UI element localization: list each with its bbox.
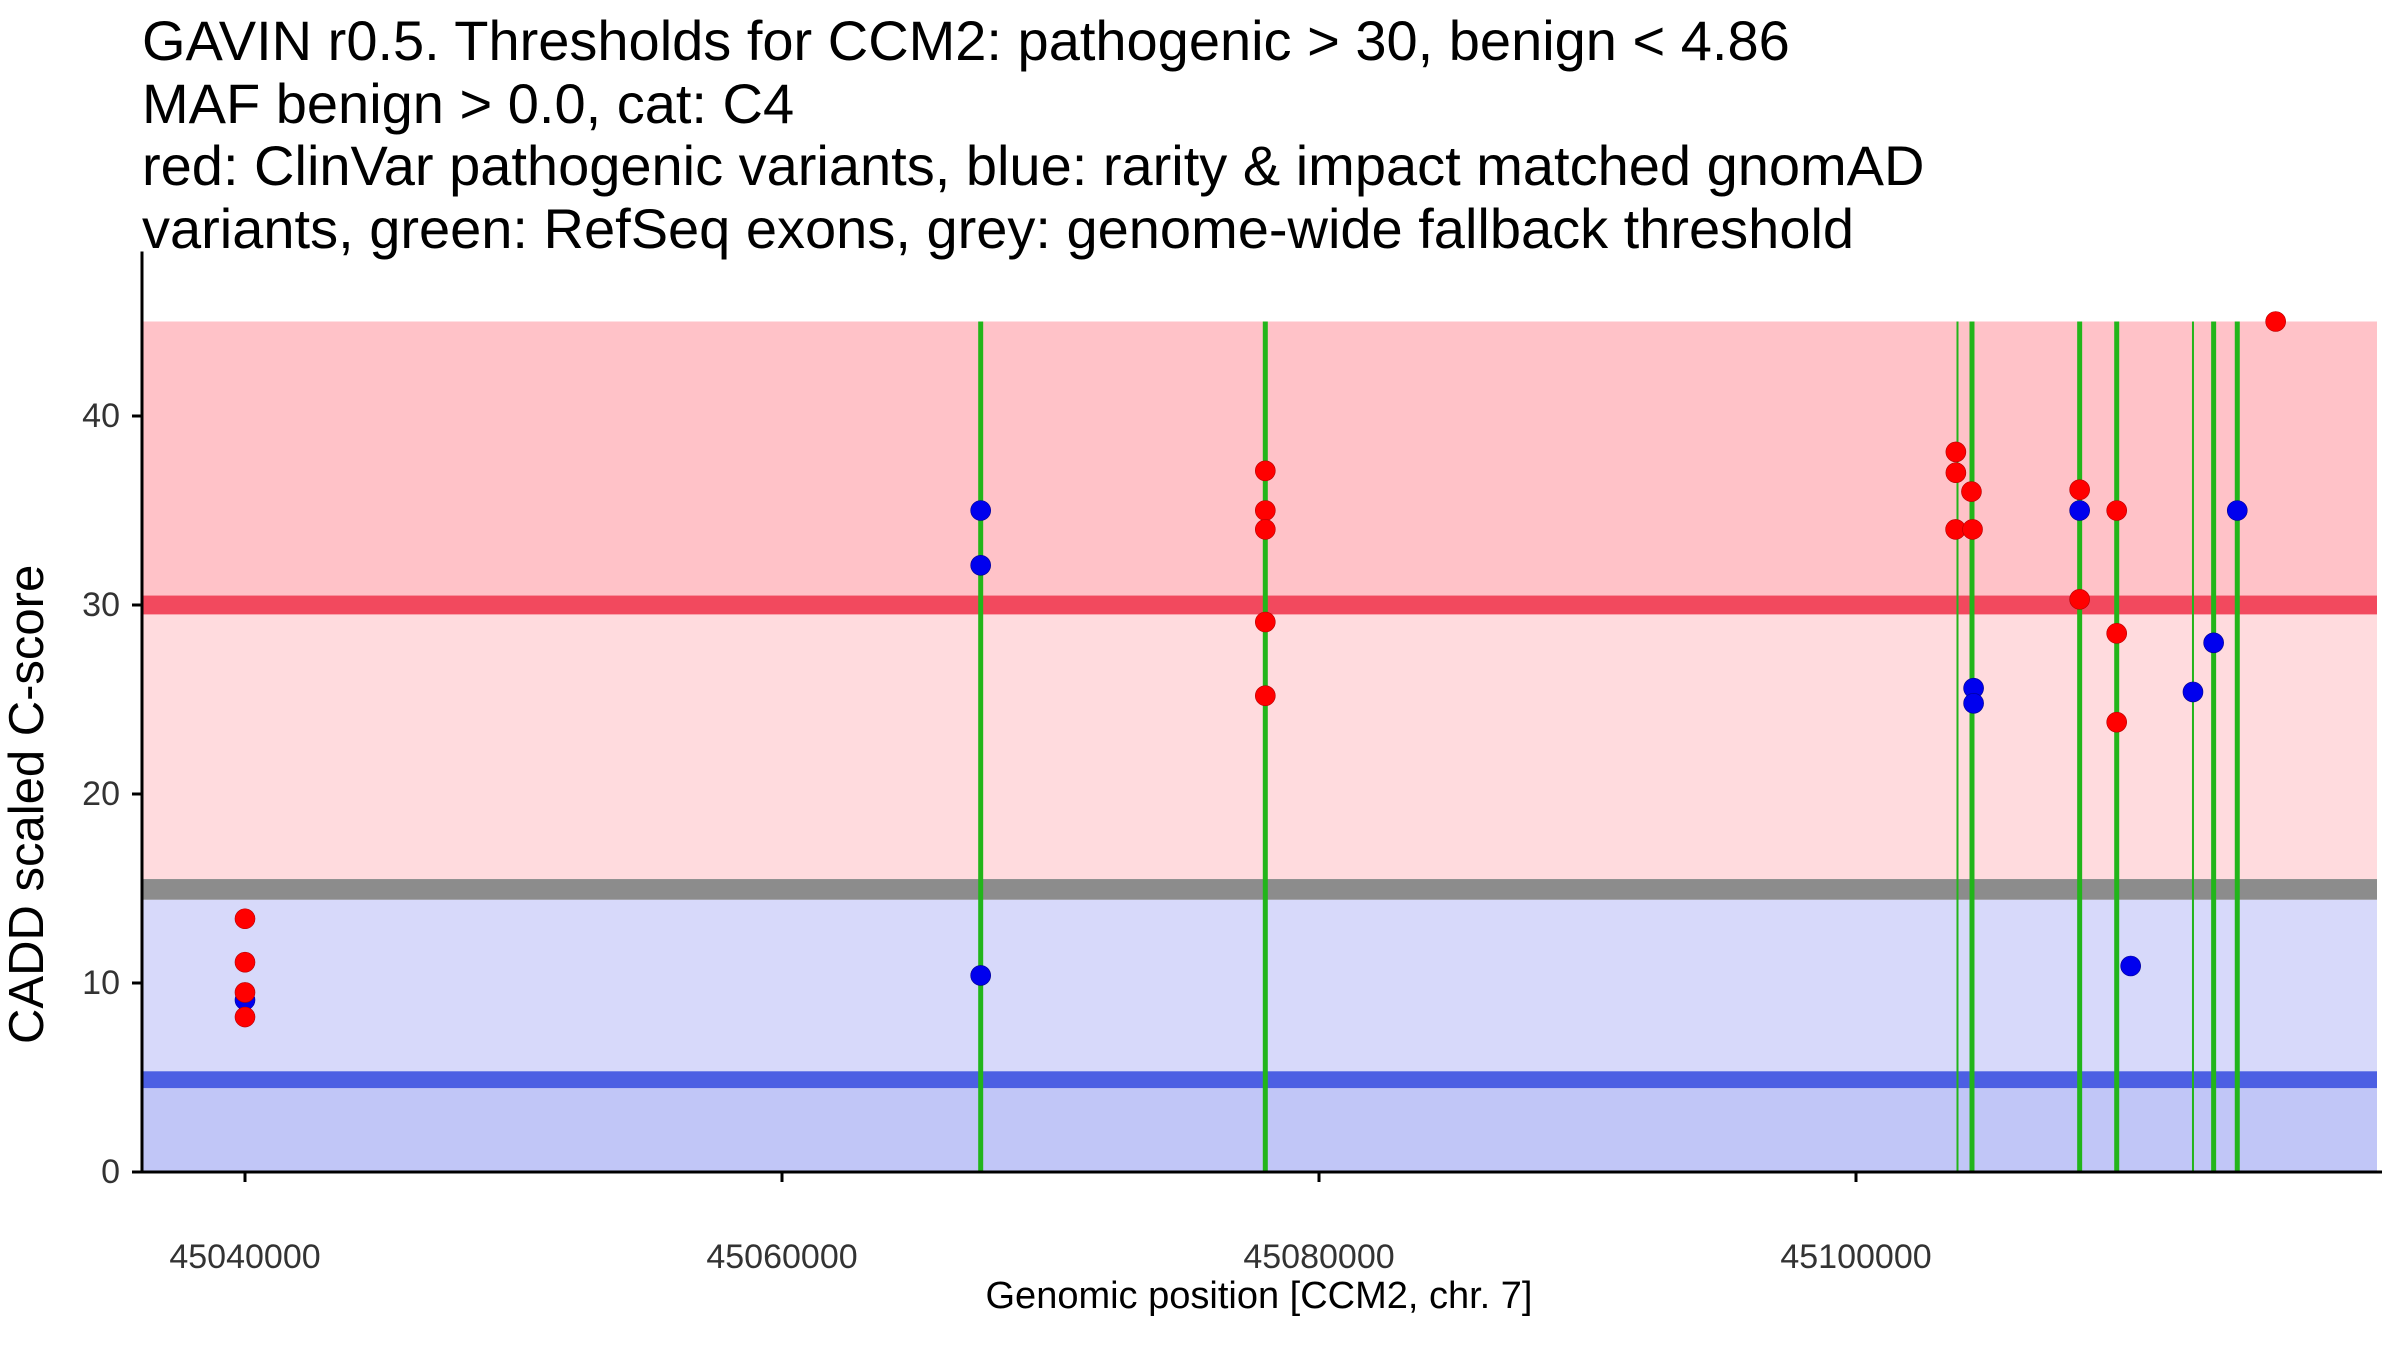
svg-text:30: 30 (82, 586, 120, 624)
svg-text:10: 10 (82, 964, 120, 1002)
svg-text:0: 0 (101, 1153, 120, 1191)
svg-text:45060000: 45060000 (706, 1238, 857, 1276)
svg-text:20: 20 (82, 775, 120, 813)
svg-text:45040000: 45040000 (169, 1238, 320, 1276)
svg-text:45080000: 45080000 (1243, 1238, 1394, 1276)
svg-text:45100000: 45100000 (1780, 1238, 1931, 1276)
svg-text:40: 40 (82, 397, 120, 435)
